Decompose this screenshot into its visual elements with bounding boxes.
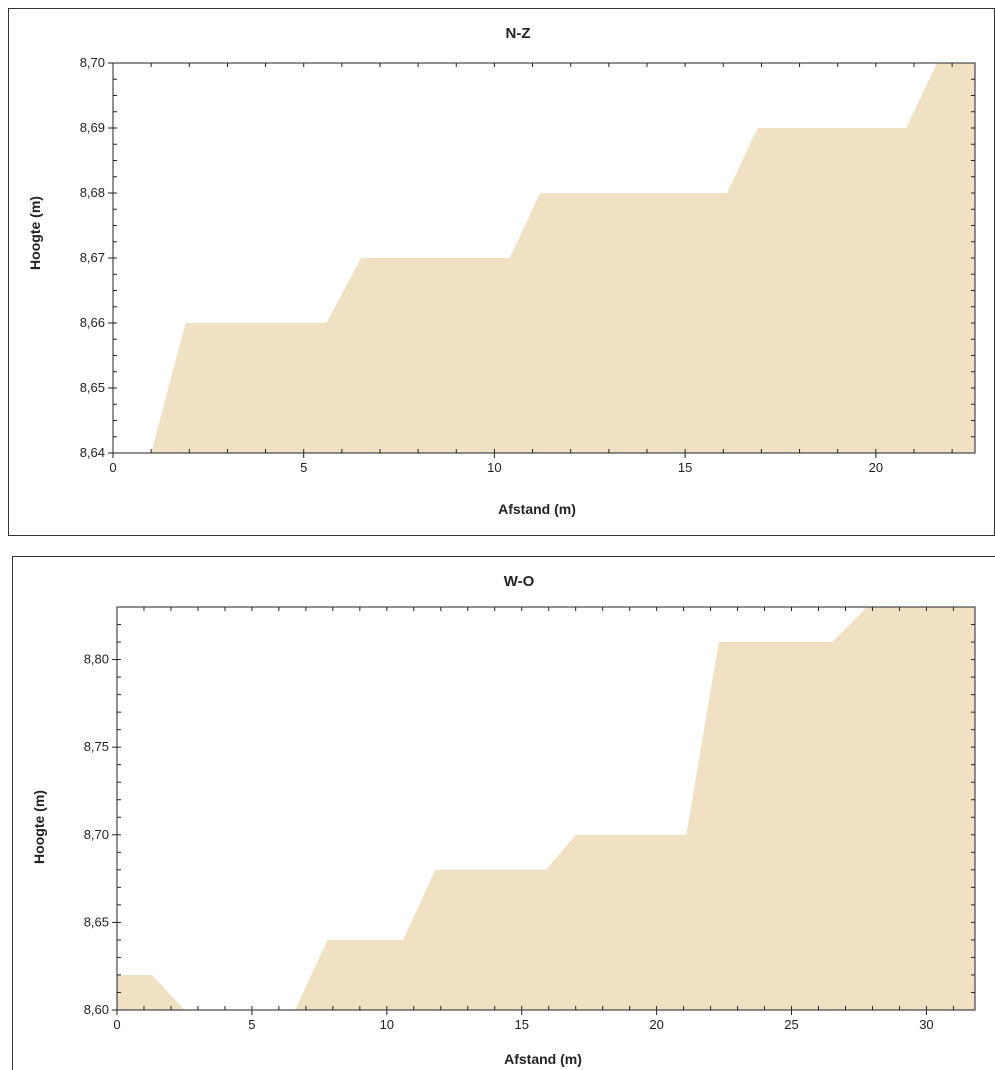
- y-tick-label: 8,68: [80, 185, 105, 200]
- x-tick-label: 20: [869, 460, 883, 475]
- x-tick-label: 5: [300, 460, 307, 475]
- y-tick-label: 8,64: [80, 445, 105, 460]
- y-axis-label: Hoogte (m): [27, 196, 43, 270]
- y-tick-label: 8,70: [84, 827, 109, 842]
- chart-title: W-O: [504, 573, 535, 590]
- plot-area: 0 5 10 15 20 25 30 8,60 8,65 8,70 8,75 8,80: [84, 606, 976, 1032]
- y-tick-label: 8,60: [84, 1002, 109, 1017]
- x-tick-label: 30: [919, 1017, 933, 1032]
- y-tick-label: 8,80: [84, 652, 109, 667]
- x-tick-label: 20: [649, 1017, 663, 1032]
- x-tick-label: 15: [514, 1017, 528, 1032]
- area-fill: [151, 63, 976, 453]
- y-tick-label: 8,65: [84, 914, 109, 929]
- x-tick-label: 10: [487, 460, 501, 475]
- y-tick-label: 8,69: [80, 120, 105, 135]
- x-tick-label: 5: [248, 1017, 255, 1032]
- area-fill: [117, 607, 975, 1010]
- x-tick-label: 0: [109, 460, 116, 475]
- x-tick-label: 10: [380, 1017, 394, 1032]
- y-tick-label: 8,67: [80, 250, 105, 265]
- x-axis-label: Afstand (m): [498, 501, 576, 517]
- y-tick-label: 8,70: [80, 55, 105, 70]
- y-tick-label: 8,75: [84, 739, 109, 754]
- x-tick-label: 0: [113, 1017, 120, 1032]
- x-axis-label: Afstand (m): [504, 1051, 582, 1067]
- plot-border: [116, 606, 976, 1011]
- y-axis-label: Hoogte (m): [31, 790, 47, 864]
- x-tick-label: 25: [784, 1017, 798, 1032]
- chart-nz: N-Z Afstand (m) Hoogte (m) 0 5 10 15 20 8,64 8…: [8, 8, 995, 536]
- x-tick-label: 15: [678, 460, 692, 475]
- plot-area: 0 5 10 15 20 8,64 8,65 8,66 8,67 8,68 8,69 8,70: [80, 55, 976, 475]
- chart-title: N-Z: [506, 25, 531, 42]
- y-tick-label: 8,66: [80, 315, 105, 330]
- y-tick-label: 8,65: [80, 380, 105, 395]
- chart-wo: W-O Afstand (m) Hoogte (m) 0 5 10 15 20 25 30 8…: [12, 556, 995, 1070]
